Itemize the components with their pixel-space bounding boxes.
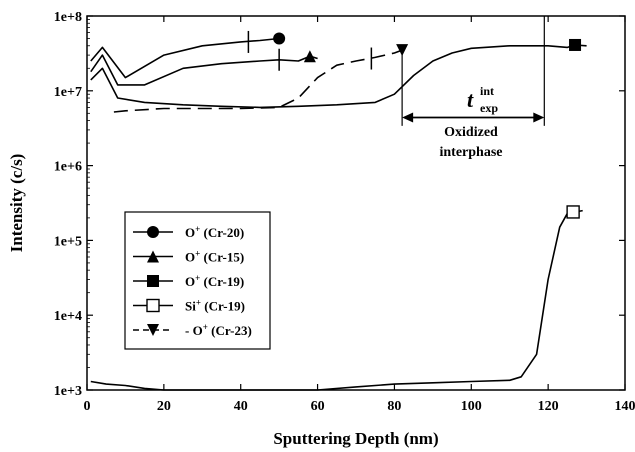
legend-label-5: - O+ (Cr-23) xyxy=(185,322,252,338)
legend-marker-2 xyxy=(147,250,159,263)
annotation-arrowhead-left xyxy=(402,112,414,123)
vertical-tick-marks xyxy=(247,30,373,71)
annotation-label-line2: interphase xyxy=(440,145,503,160)
annotation-arrowhead-right xyxy=(533,112,545,123)
x-tick-label: 0 xyxy=(84,399,91,414)
legend-marker-5 xyxy=(147,324,159,336)
plot-frame xyxy=(86,15,626,391)
x-tick-label: 80 xyxy=(387,399,401,414)
y-tick-label: 1e+4 xyxy=(54,309,82,324)
series-marker-2 xyxy=(303,50,316,63)
legend-marker-4 xyxy=(146,298,160,313)
legend-label-2: O+ (Cr-15) xyxy=(185,249,244,265)
oxidized-interphase-annotation: t int exp Oxidized interphase xyxy=(401,15,545,160)
x-tick-label: 60 xyxy=(311,399,325,414)
series-line-1 xyxy=(90,37,280,79)
legend: O+ (Cr-20) O+ (Cr-15) O+ (Cr-19) Si+ (Cr-19… xyxy=(124,211,271,350)
y-tick-label: 1e+8 xyxy=(54,10,82,25)
x-tick-label: 140 xyxy=(615,399,635,414)
annotation-sub: exp xyxy=(480,101,498,115)
x-tick-label: 40 xyxy=(234,399,248,414)
series-marker-1 xyxy=(273,32,286,45)
series-marker-4 xyxy=(566,205,580,219)
x-axis-label: Sputtering Depth (nm) xyxy=(273,429,438,448)
series-marker-3 xyxy=(569,38,582,51)
series-line-4 xyxy=(90,209,583,391)
series-line-3 xyxy=(90,44,587,109)
legend-marker-1 xyxy=(147,226,159,238)
legend-label-1: O+ (Cr-20) xyxy=(185,224,244,240)
annotation-t: t xyxy=(467,87,474,112)
plot-border xyxy=(86,15,626,391)
x-tick-label: 20 xyxy=(157,399,171,414)
x-tick-label: 120 xyxy=(538,399,559,414)
legend-label-3: O+ (Cr-19) xyxy=(185,273,244,289)
annotation-sup: int xyxy=(480,84,494,98)
y-tick-label: 1e+5 xyxy=(54,234,82,249)
annotation-label-line1: Oxidized xyxy=(444,125,498,140)
y-tick-label: 1e+3 xyxy=(54,384,82,399)
series-layer xyxy=(90,37,587,391)
y-tick-label: 1e+6 xyxy=(54,160,82,175)
series-markers xyxy=(273,32,582,219)
legend-label-4: Si+ (Cr-19) xyxy=(185,298,245,314)
series-line-2 xyxy=(90,54,318,86)
y-tick-label: 1e+7 xyxy=(54,85,82,100)
legend-marker-3 xyxy=(147,275,159,287)
series-line-5 xyxy=(113,49,403,113)
y-axis-label: Intensity (c/s) xyxy=(7,154,26,253)
x-tick-label: 100 xyxy=(461,399,482,414)
x-axis: 0 20 40 60 80 100 120 140 xyxy=(84,16,635,414)
y-axis: 1e+3 1e+4 1e+5 1e+6 1e+7 1e+8 xyxy=(54,10,625,399)
